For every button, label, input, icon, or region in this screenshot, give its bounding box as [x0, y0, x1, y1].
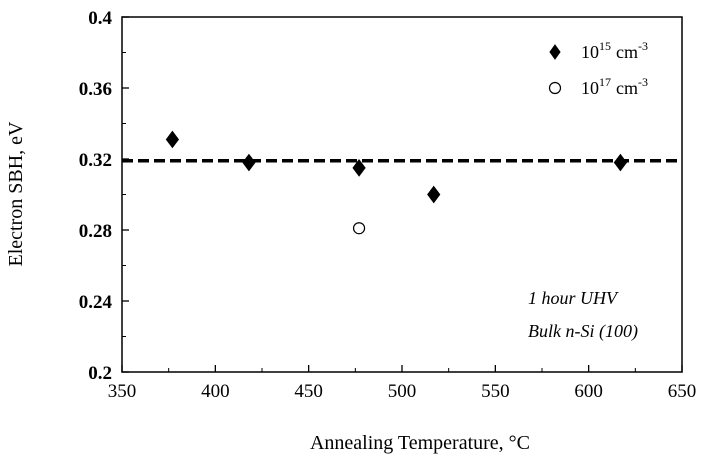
legend-2-exp: 17	[599, 75, 611, 89]
x-tick-label: 600	[574, 381, 603, 402]
data-point-diamond	[242, 153, 256, 172]
y-tick-label: 0.36	[79, 79, 112, 100]
legend-2-unit: cm	[616, 78, 638, 98]
data-point-diamond	[427, 185, 441, 204]
x-tick-label: 350	[108, 381, 137, 402]
data-point-diamond	[352, 159, 366, 177]
legend-1-exp: 15	[599, 39, 611, 53]
x-tick-label: 650	[668, 381, 697, 402]
x-tick-label: 550	[481, 381, 510, 402]
y-tick-label: 0.32	[79, 150, 112, 171]
annotation-uhv: 1 hour UHV	[528, 288, 619, 308]
x-tick-labels: 350 400 450 500 550 600 650	[108, 381, 697, 402]
legend-label-series-1: 1015 cm-3	[581, 39, 648, 62]
x-tick-label: 500	[388, 381, 417, 402]
major-ticks	[121, 16, 683, 373]
y-axis-title: Electron SBH, eV	[5, 121, 27, 267]
legend-marker-open-circle	[548, 81, 562, 95]
legend-marker-filled-diamond	[549, 44, 561, 60]
plot-frame	[121, 16, 683, 373]
y-tick-label: 0.4	[88, 8, 112, 29]
legend-1-unit: cm	[616, 42, 638, 62]
legend-2-base: 10	[581, 78, 599, 98]
data-point-diamond	[165, 130, 180, 149]
data-point-diamond	[613, 153, 628, 172]
legend-label-series-2: 1017 cm-3	[581, 75, 648, 98]
x-tick-label: 450	[294, 381, 323, 402]
legend: 1015 cm-3 1017 cm-3	[548, 39, 648, 98]
y-tick-label: 0.2	[88, 363, 112, 384]
data-point-circle	[352, 222, 366, 235]
legend-1-unit-exp: -3	[638, 39, 648, 53]
x-axis-title: Annealing Temperature, °C	[310, 432, 530, 454]
legend-2-unit-exp: -3	[638, 75, 648, 89]
legend-1-base: 10	[581, 42, 599, 62]
y-tick-label: 0.28	[79, 221, 112, 242]
x-tick-label: 400	[201, 381, 230, 402]
y-tick-label: 0.24	[79, 292, 113, 313]
data-points	[165, 130, 628, 235]
annotation-substrate: Bulk n-Si (100)	[528, 321, 638, 342]
y-tick-labels: 0.2 0.24 0.28 0.32 0.36 0.4	[79, 8, 113, 384]
